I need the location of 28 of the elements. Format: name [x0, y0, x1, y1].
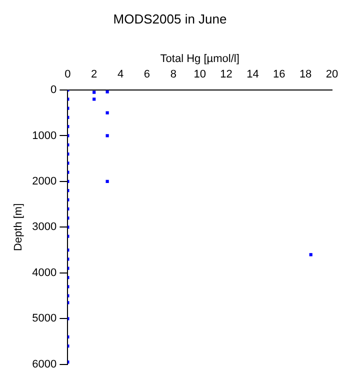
point [106, 90, 109, 94]
x-tick-label: 8 [170, 68, 176, 80]
x-tick-label: 2 [91, 68, 98, 80]
point [106, 134, 109, 138]
x-tick-label: 12 [220, 68, 232, 80]
point [106, 180, 109, 184]
point [92, 98, 96, 101]
x-tick-label: 14 [246, 68, 259, 80]
point [106, 111, 109, 114]
y-tick-label: 4000 [32, 266, 57, 279]
x-tick-label: 20 [326, 68, 338, 80]
y-tick-label: 6000 [32, 358, 57, 370]
x-tick-label: 16 [273, 68, 286, 80]
y-tick-label: 2000 [32, 176, 57, 188]
x-axis-title: Total Hg [µmol/l] [160, 53, 240, 66]
x-tick-label: 18 [299, 68, 312, 80]
chart-title: MODS2005 in June [113, 11, 227, 26]
y-axis-title: Depth [m] [12, 203, 25, 252]
point [92, 90, 96, 94]
point [309, 253, 312, 256]
x-tick-label: 0 [64, 68, 71, 80]
x-tick-label: 10 [194, 68, 206, 80]
y-tick-label: 0 [50, 84, 57, 96]
x-tick-label: 4 [117, 68, 124, 80]
x-tick-label: 6 [144, 68, 150, 80]
y-tick-label: 5000 [32, 312, 57, 325]
y-tick-label: 1000 [32, 130, 57, 142]
y-tick-label: 3000 [32, 221, 57, 234]
